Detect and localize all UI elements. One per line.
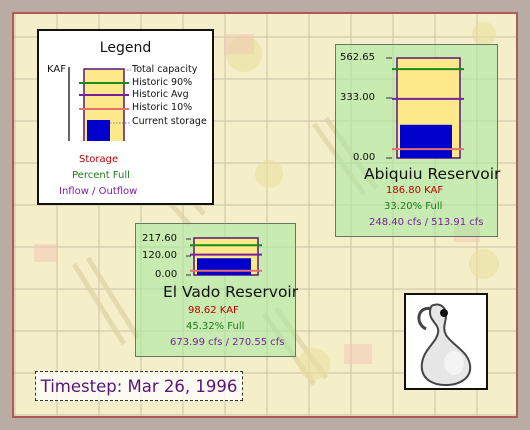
el-vado-storage-bar: [197, 258, 251, 275]
abiquiu-tick-zero: 0.00: [353, 152, 376, 163]
legend-panel: Legend KAF Total capacity Historic 90% H…: [37, 29, 214, 205]
gourd-icon-box[interactable]: [404, 293, 488, 390]
el-vado-gauge: [186, 237, 262, 276]
reservoir-panel-abiquiu[interactable]: 562.65 333.00 0.00 Abiquiu Reservoir 186…: [335, 44, 501, 237]
el-vado-tick-max: 217.60: [142, 233, 177, 244]
el-vado-tick-mid: 120.00: [142, 250, 177, 261]
legend-item-total-capacity: Total capacity: [132, 64, 198, 75]
legend-item-historic-10: Historic 10%: [132, 102, 193, 113]
abiquiu-storage-value: 186.80 KAF: [386, 185, 444, 196]
legend-flow-label: Inflow / Outflow: [59, 186, 138, 197]
legend-item-historic-avg: Historic Avg: [132, 89, 189, 100]
gourd-icon: [417, 303, 472, 387]
abiquiu-name: Abiquiu Reservoir: [364, 165, 501, 183]
el-vado-name: El Vado Reservoir: [163, 283, 299, 301]
abiquiu-tick-max: 562.65: [340, 52, 375, 63]
timestep-label: Timestep: Mar 26, 1996: [35, 371, 243, 401]
el-vado-percent-full: 45.32% Full: [186, 321, 245, 332]
legend-title: Legend: [99, 40, 152, 56]
abiquiu-percent-full: 33.20% Full: [384, 201, 443, 212]
abiquiu-gauge: [386, 57, 464, 159]
legend-unit: KAF: [47, 64, 66, 75]
legend-storage-label: Storage: [79, 154, 119, 165]
legend-item-current-storage: Current storage: [132, 116, 207, 127]
el-vado-storage-value: 98.62 KAF: [188, 305, 239, 316]
abiquiu-tick-mid: 333.00: [340, 92, 375, 103]
legend-percent-label: Percent Full: [72, 170, 130, 181]
abiquiu-flow: 248.40 cfs / 513.91 cfs: [369, 217, 484, 228]
legend-gauge: [68, 67, 131, 141]
reservoir-panel-el-vado[interactable]: 217.60 120.00 0.00 El Vado Reservoir 98.…: [135, 223, 299, 357]
abiquiu-storage-bar: [400, 124, 452, 158]
el-vado-tick-zero: 0.00: [155, 269, 178, 280]
el-vado-flow: 673.99 cfs / 270.55 cfs: [170, 337, 285, 348]
legend-item-historic-90: Historic 90%: [132, 77, 193, 88]
